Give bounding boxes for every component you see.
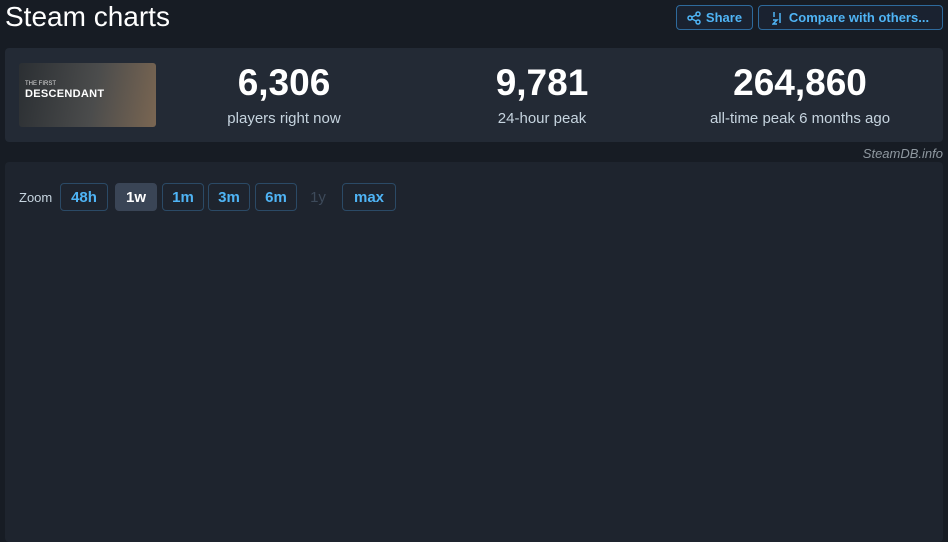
stat-value: 264,860 — [733, 62, 867, 103]
zoom-button[interactable]: 1m — [162, 183, 204, 211]
compare-icon — [771, 11, 781, 25]
zoom-button[interactable]: max — [342, 183, 396, 211]
game-image: THE FIRST DESCENDANT — [19, 63, 156, 127]
stat-label: 24-hour peak — [497, 110, 587, 127]
stat: 9,781 24-hour peak — [417, 62, 667, 127]
stats-panel — [5, 48, 943, 142]
game-image-text: THE FIRST — [25, 81, 56, 87]
stat: 264,860 all-time peak 6 months ago — [675, 62, 925, 127]
share-button[interactable]: 05k10k8 Jan9 Jan10 Jan11 Jan12 Jan13 Jan… — [676, 5, 753, 30]
compare-label: Compare with others... — [788, 10, 930, 25]
zoom-button: 1y — [310, 188, 326, 206]
share-label: Share — [705, 10, 743, 25]
stat: 6,306 players right now — [159, 62, 409, 127]
zoom-button[interactable]: 6m — [255, 183, 297, 211]
chart-panel — [5, 162, 943, 542]
stat-label: players right now — [227, 110, 341, 127]
share-icon: 05k10k8 Jan9 Jan10 Jan11 Jan12 Jan13 Jan… — [687, 10, 701, 25]
page-title: Steam charts — [5, 1, 170, 32]
game-image-text: DESCENDANT — [25, 88, 105, 100]
stat-value: 9,781 — [495, 62, 589, 103]
zoom-label: Zoom — [19, 190, 53, 205]
zoom-button[interactable]: 48h — [60, 183, 108, 211]
stat-label: all-time peak 6 months ago — [709, 110, 891, 127]
stat-value: 6,306 — [237, 62, 331, 103]
source: SteamDB.info — [862, 146, 943, 161]
compare-button[interactable]: Compare with others... — [758, 5, 943, 30]
zoom-button[interactable]: 1w — [115, 183, 157, 211]
zoom-button[interactable]: 3m — [208, 183, 250, 211]
